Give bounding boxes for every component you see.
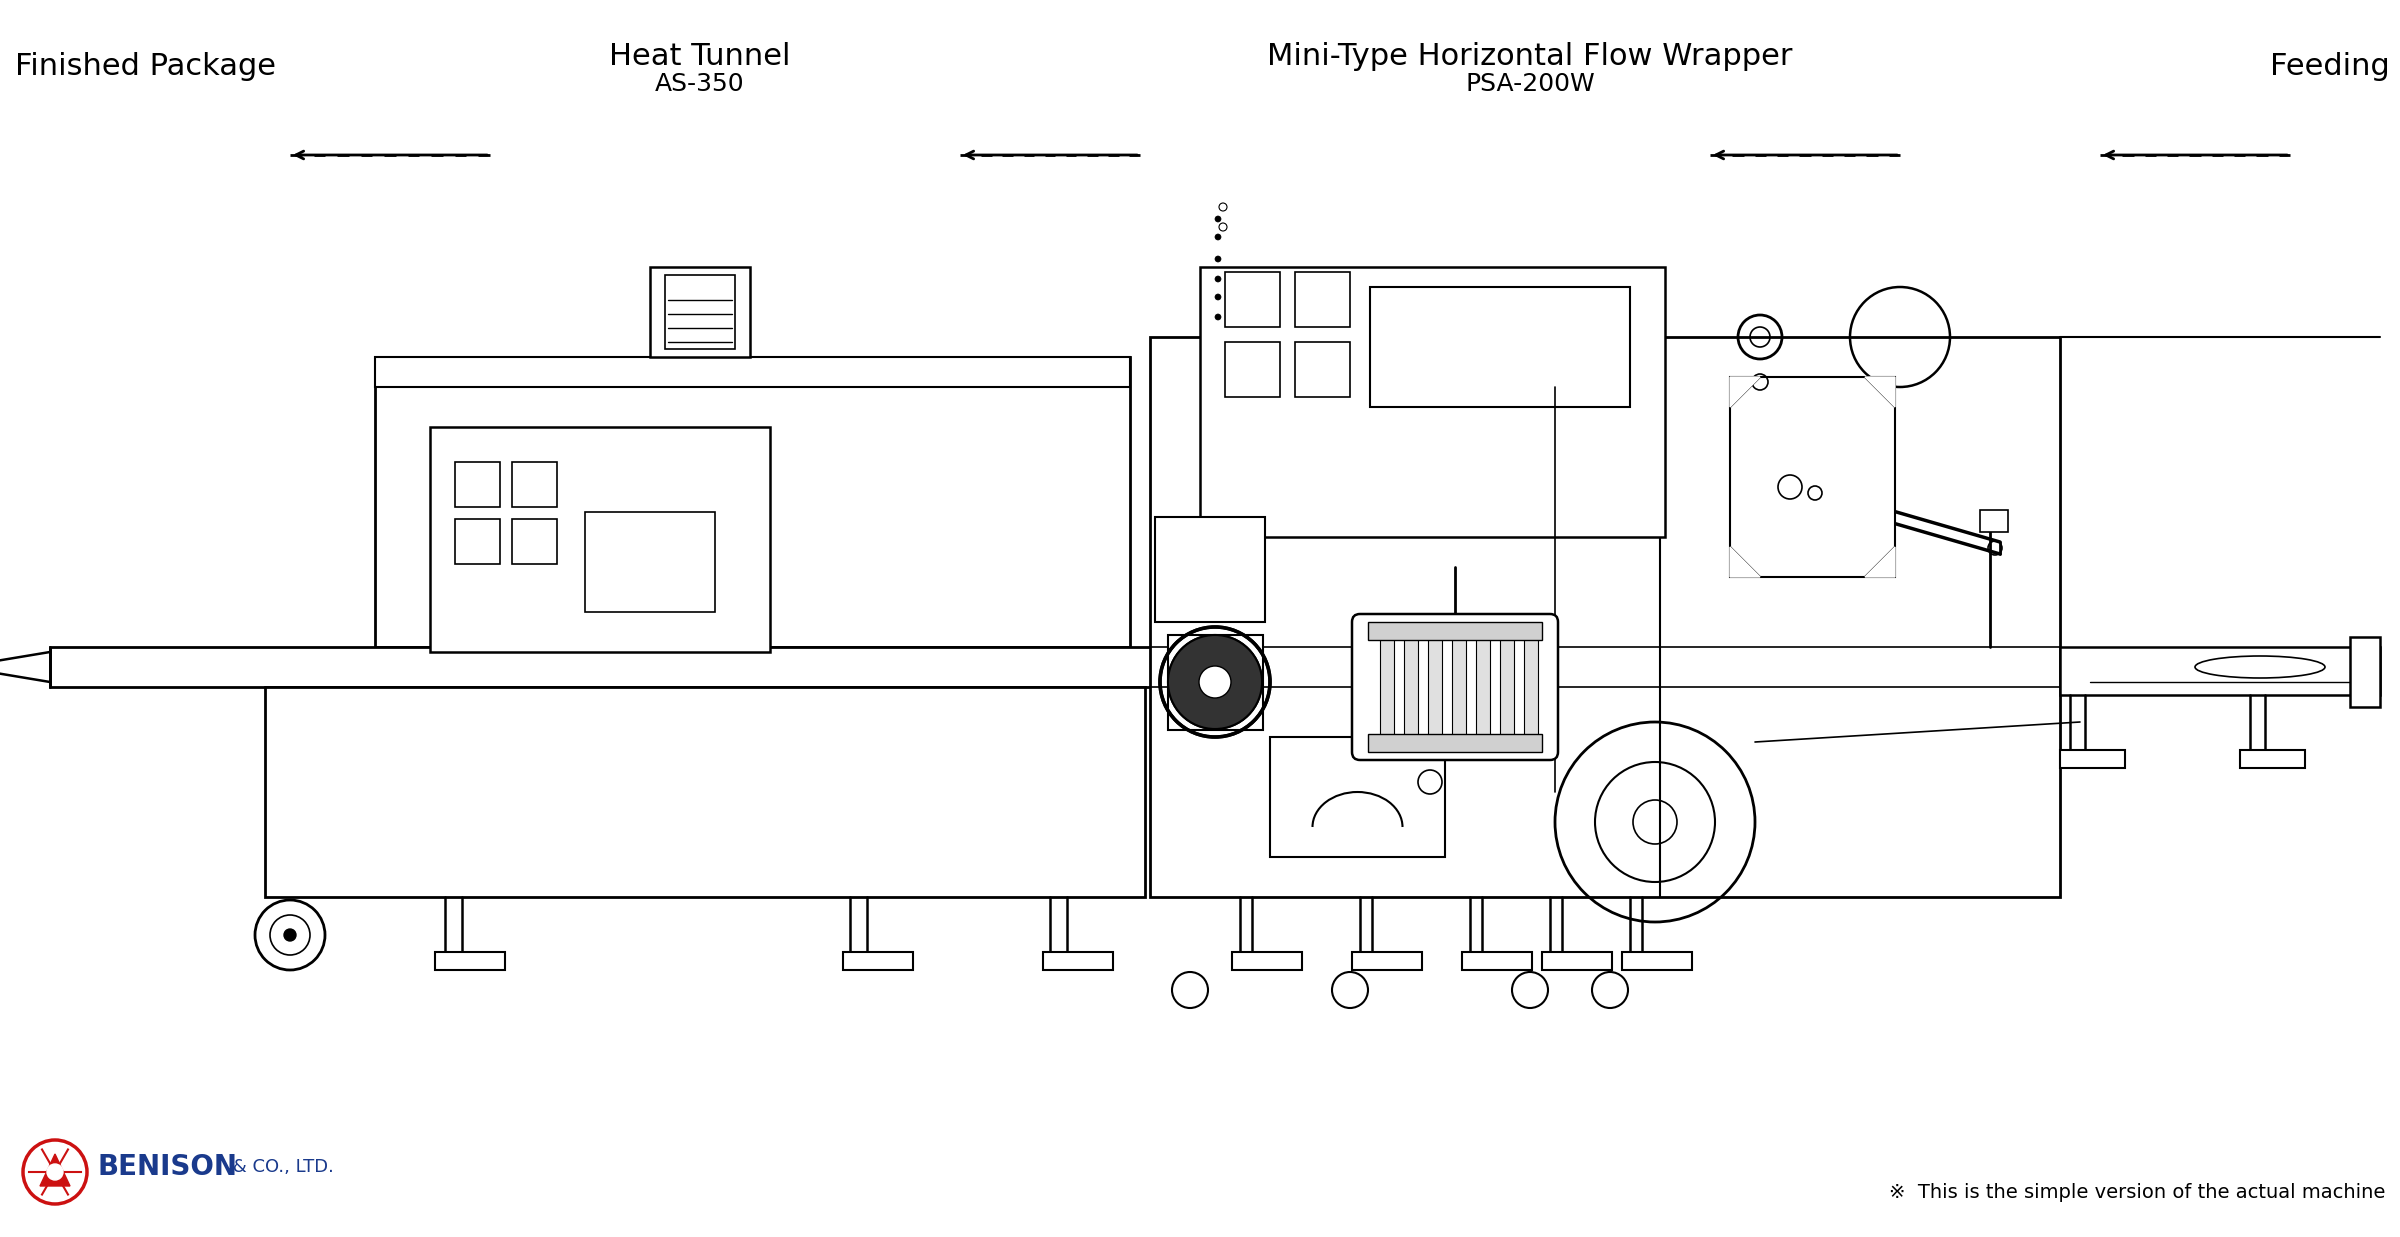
- Circle shape: [1214, 294, 1222, 301]
- Bar: [2059, 750, 2124, 768]
- Bar: [1224, 272, 1279, 327]
- Bar: [1296, 272, 1349, 327]
- Circle shape: [1214, 216, 1222, 221]
- Bar: [2239, 750, 2304, 768]
- Bar: [511, 520, 557, 564]
- Bar: [50, 647, 1500, 687]
- Bar: [374, 357, 1130, 387]
- Bar: [1166, 635, 1262, 730]
- Text: Heat Tunnel: Heat Tunnel: [610, 42, 790, 71]
- Bar: [1224, 341, 1279, 397]
- Circle shape: [1214, 276, 1222, 282]
- Text: Mini-Type Horizontal Flow Wrapper: Mini-Type Horizontal Flow Wrapper: [1267, 42, 1793, 71]
- Bar: [1730, 377, 1896, 576]
- Bar: [1452, 635, 1466, 740]
- Bar: [842, 952, 912, 970]
- Polygon shape: [1865, 377, 1896, 407]
- Circle shape: [1214, 314, 1222, 320]
- FancyBboxPatch shape: [1351, 614, 1558, 760]
- Circle shape: [1200, 666, 1231, 698]
- Bar: [1500, 635, 1514, 740]
- Text: Finished Package: Finished Package: [14, 52, 276, 80]
- Text: & CO., LTD.: & CO., LTD.: [228, 1158, 334, 1176]
- Bar: [264, 687, 1145, 897]
- Polygon shape: [41, 1154, 70, 1186]
- Bar: [1044, 952, 1114, 970]
- Circle shape: [1169, 635, 1262, 729]
- Text: AS-350: AS-350: [655, 72, 744, 96]
- Text: BENISON: BENISON: [96, 1153, 238, 1181]
- Bar: [2350, 637, 2381, 708]
- Bar: [1154, 517, 1265, 622]
- Bar: [374, 357, 1130, 647]
- Bar: [1404, 635, 1418, 740]
- Bar: [1351, 952, 1421, 970]
- Bar: [1370, 287, 1630, 407]
- Bar: [1980, 510, 2009, 532]
- Bar: [1270, 737, 1445, 857]
- Bar: [1231, 952, 1301, 970]
- Bar: [434, 952, 504, 970]
- Circle shape: [24, 1141, 86, 1204]
- Bar: [665, 275, 734, 349]
- Bar: [1428, 635, 1442, 740]
- Bar: [1296, 341, 1349, 397]
- Bar: [1200, 267, 1666, 537]
- Bar: [1368, 734, 1543, 752]
- Circle shape: [1169, 635, 1262, 729]
- Ellipse shape: [2196, 656, 2326, 678]
- Bar: [1462, 952, 1531, 970]
- Bar: [1150, 336, 2059, 897]
- Bar: [456, 461, 499, 507]
- Bar: [1524, 635, 1538, 740]
- Bar: [2059, 647, 2381, 695]
- Bar: [1380, 635, 1394, 740]
- Bar: [1543, 952, 1613, 970]
- Text: ※  This is the simple version of the actual machine: ※ This is the simple version of the actu…: [1889, 1183, 2386, 1201]
- Bar: [1622, 952, 1692, 970]
- Text: PSA-200W: PSA-200W: [1464, 72, 1596, 96]
- Bar: [430, 427, 770, 652]
- Text: Feeding: Feeding: [2270, 52, 2390, 80]
- Bar: [586, 512, 715, 612]
- Bar: [650, 267, 749, 357]
- Circle shape: [1200, 666, 1231, 698]
- Circle shape: [283, 929, 295, 941]
- Polygon shape: [1730, 377, 1759, 407]
- Circle shape: [1214, 234, 1222, 240]
- Polygon shape: [1865, 547, 1896, 576]
- Bar: [511, 461, 557, 507]
- Bar: [456, 520, 499, 564]
- Bar: [1368, 622, 1543, 640]
- Bar: [1476, 635, 1490, 740]
- Circle shape: [1214, 256, 1222, 262]
- Polygon shape: [1730, 547, 1759, 576]
- Circle shape: [48, 1164, 62, 1180]
